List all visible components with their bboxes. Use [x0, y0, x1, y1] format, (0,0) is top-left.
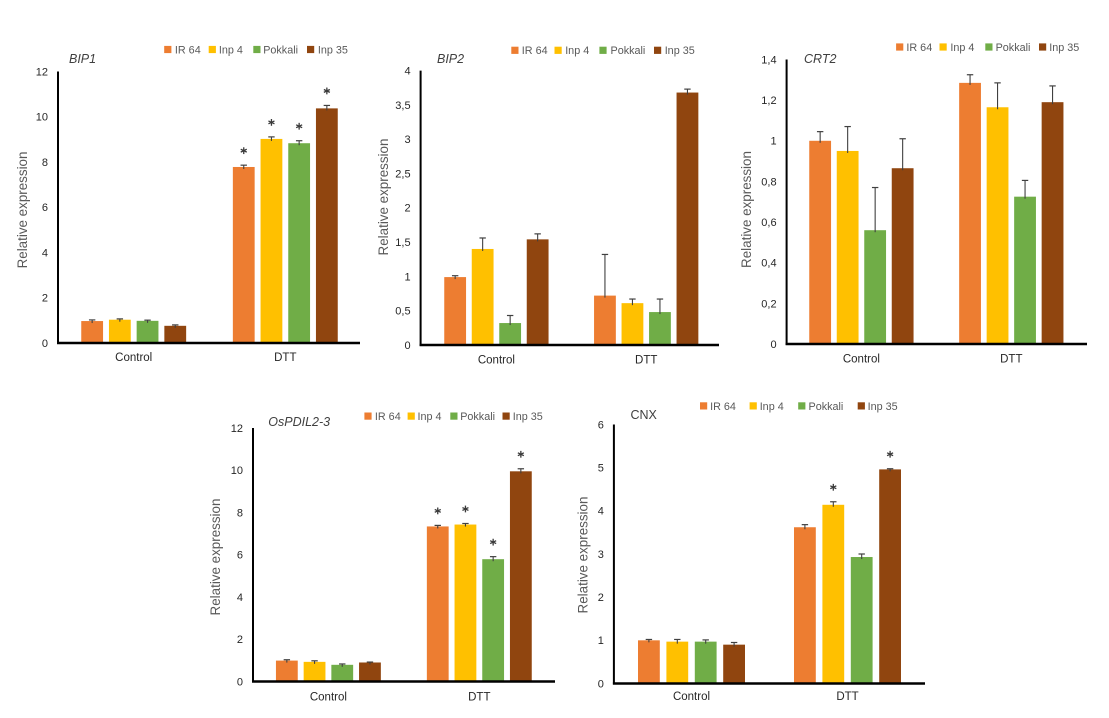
svg-text:0,5: 0,5 — [395, 306, 410, 318]
svg-text:12: 12 — [231, 423, 243, 435]
svg-text:1: 1 — [770, 136, 776, 148]
svg-text:6: 6 — [598, 419, 604, 431]
svg-text:Control: Control — [115, 352, 152, 364]
svg-text:8: 8 — [237, 507, 243, 519]
svg-text:5: 5 — [598, 463, 604, 475]
svg-text:1,2: 1,2 — [761, 95, 776, 107]
svg-text:10: 10 — [231, 465, 243, 477]
svg-text:2: 2 — [237, 634, 243, 646]
svg-text:12: 12 — [36, 66, 48, 78]
svg-text:Inp 4: Inp 4 — [760, 401, 784, 413]
svg-text:Inp 4: Inp 4 — [565, 45, 589, 57]
svg-text:Inp 35: Inp 35 — [1049, 42, 1079, 54]
svg-text:Control: Control — [478, 355, 515, 367]
svg-text:OsPDIL2-3: OsPDIL2-3 — [268, 415, 330, 429]
svg-text:6: 6 — [237, 550, 243, 562]
svg-text:2: 2 — [598, 592, 604, 604]
svg-text:IR 64: IR 64 — [906, 42, 932, 54]
svg-text:Relative expression: Relative expression — [376, 139, 391, 256]
svg-text:Control: Control — [843, 354, 880, 366]
svg-text:Control: Control — [673, 691, 710, 703]
svg-text:IR 64: IR 64 — [522, 45, 548, 57]
svg-text:DTT: DTT — [1000, 354, 1022, 366]
svg-text:Inp 35: Inp 35 — [665, 45, 695, 57]
svg-text:0: 0 — [770, 339, 776, 351]
svg-text:DTT: DTT — [635, 355, 657, 367]
svg-text:Pokkali: Pokkali — [611, 45, 646, 57]
svg-text:Inp 35: Inp 35 — [318, 44, 348, 56]
svg-text:Pokkali: Pokkali — [996, 42, 1031, 54]
svg-text:3,5: 3,5 — [395, 100, 410, 112]
svg-text:IR 64: IR 64 — [375, 411, 401, 423]
svg-text:8: 8 — [42, 157, 48, 169]
svg-text:BIP1: BIP1 — [69, 52, 96, 66]
svg-text:IR 64: IR 64 — [710, 401, 736, 413]
svg-text:DTT: DTT — [468, 692, 490, 704]
svg-text:0: 0 — [42, 338, 48, 350]
svg-text:4: 4 — [237, 592, 243, 604]
svg-text:Inp 4: Inp 4 — [418, 411, 442, 423]
svg-text:1: 1 — [598, 635, 604, 647]
svg-text:Pokkali: Pokkali — [460, 411, 495, 423]
svg-text:10: 10 — [36, 112, 48, 124]
svg-text:Relative expression: Relative expression — [575, 497, 590, 614]
svg-text:1,5: 1,5 — [395, 237, 410, 249]
svg-text:1,4: 1,4 — [761, 54, 776, 66]
svg-text:IR 64: IR 64 — [175, 44, 201, 56]
svg-text:0: 0 — [404, 340, 410, 352]
svg-text:Relative expression: Relative expression — [15, 152, 30, 269]
svg-text:0,8: 0,8 — [761, 176, 776, 188]
svg-text:Inp 4: Inp 4 — [219, 44, 243, 56]
svg-text:Pokkali: Pokkali — [809, 401, 844, 413]
svg-text:CRT2: CRT2 — [804, 52, 836, 66]
svg-text:Relative expression: Relative expression — [208, 499, 223, 616]
svg-text:BIP2: BIP2 — [437, 52, 464, 66]
svg-text:3: 3 — [404, 134, 410, 146]
svg-text:CNX: CNX — [631, 408, 658, 422]
svg-text:1: 1 — [404, 271, 410, 283]
svg-text:Pokkali: Pokkali — [263, 44, 298, 56]
svg-text:2,5: 2,5 — [395, 168, 410, 180]
svg-text:Relative expression: Relative expression — [739, 151, 754, 268]
svg-text:Inp 4: Inp 4 — [950, 42, 974, 54]
svg-text:2: 2 — [42, 293, 48, 305]
svg-text:2: 2 — [404, 203, 410, 215]
svg-text:Inp 35: Inp 35 — [513, 411, 543, 423]
svg-text:0: 0 — [237, 676, 243, 688]
svg-text:4: 4 — [404, 66, 410, 78]
svg-text:0,6: 0,6 — [761, 217, 776, 229]
svg-text:6: 6 — [42, 202, 48, 214]
svg-text:0,4: 0,4 — [761, 258, 776, 270]
svg-text:0: 0 — [598, 678, 604, 690]
svg-text:4: 4 — [42, 247, 48, 259]
svg-text:DTT: DTT — [836, 691, 858, 703]
svg-text:Inp 35: Inp 35 — [868, 401, 898, 413]
svg-text:Control: Control — [310, 692, 347, 704]
svg-text:DTT: DTT — [274, 352, 296, 364]
svg-text:3: 3 — [598, 549, 604, 561]
svg-text:0,2: 0,2 — [761, 298, 776, 310]
svg-text:4: 4 — [598, 506, 604, 518]
